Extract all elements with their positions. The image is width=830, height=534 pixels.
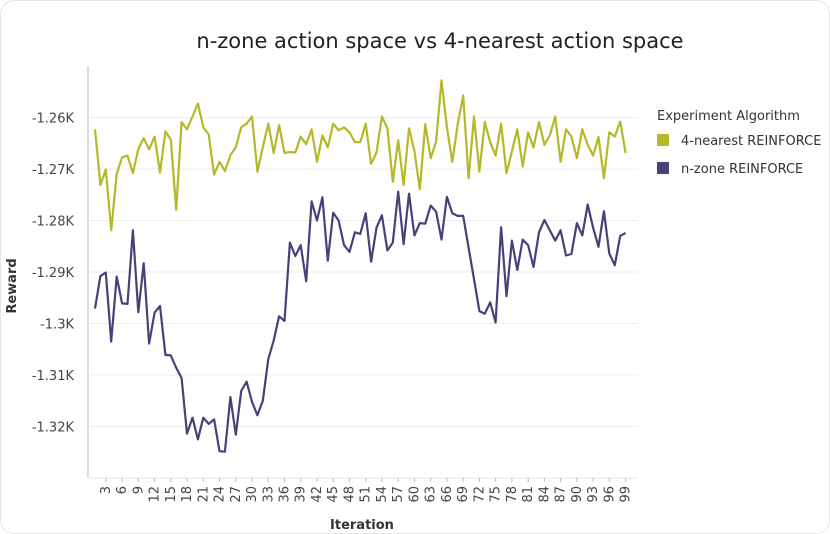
x-tick-label: 21 [196,486,211,503]
legend-swatch [657,134,669,146]
x-tick-label: 42 [310,486,325,503]
x-tick-label: 33 [261,486,276,503]
series-lines [93,79,627,453]
x-tick-label: 39 [294,486,309,503]
x-tick-label: 99 [619,486,634,503]
x-tick-label: 18 [180,486,195,503]
chart-title: n-zone action space vs 4-nearest action … [196,29,683,53]
grid [88,117,638,427]
x-tick-labels: 3 6 9 12 15 18 21 24 27 30 33 36 39 42 45 48 51 54 57 60 63 6… [99,486,634,503]
x-tick-label: 15 [164,486,179,503]
x-tick-label: 72 [472,486,487,503]
y-tick-label: -1.27K [32,163,75,178]
legend-title: Experiment Algorithm [657,109,800,124]
y-tick-label: -1.29K [32,266,75,281]
x-tick-label: 87 [554,486,569,503]
x-tick-label: 93 [586,486,601,503]
axes [87,66,638,482]
y-tick-labels: -1.26K -1.27K -1.28K -1.29K -1.3K -1.31K -1.32… [32,112,75,436]
x-axis-label: Iteration [330,518,394,533]
x-tick-label: 6 [115,486,130,494]
x-tick-label: 78 [505,486,520,503]
y-tick-label: -1.26K [32,112,75,127]
legend-item-label[interactable]: 4-nearest REINFORCE [681,134,821,149]
y-tick-label: -1.28K [32,215,75,230]
x-tick-label: 48 [342,486,357,503]
x-tick-label: 96 [602,486,617,503]
y-tick-label: -1.32K [32,421,75,436]
x-tick-label: 69 [456,486,471,503]
x-tick-label: 9 [131,486,146,494]
x-tick-label: 66 [440,486,455,503]
x-tick-label: 60 [407,486,422,503]
x-tick-label: 3 [99,486,114,494]
series-line-1 [93,79,627,232]
y-tick-label: -1.31K [32,369,75,384]
x-tick-label: 75 [489,486,504,503]
x-tick-label: 81 [521,486,536,503]
y-tick-label: -1.3K [40,318,74,333]
legend-swatch [657,162,669,174]
legend[interactable]: Experiment Algorithm 4-nearest REINFORCE… [657,109,821,177]
y-axis-label: Reward [5,258,20,313]
x-tick-label: 12 [148,486,163,503]
x-tick-label: 45 [326,486,341,503]
series-line-2 [93,190,627,453]
x-tick-label: 84 [537,486,552,503]
x-tick-label: 27 [229,486,244,503]
x-tick-label: 36 [277,486,292,503]
x-tick-label: 54 [375,486,390,503]
legend-item-label[interactable]: n-zone REINFORCE [681,162,803,177]
x-tick-label: 51 [359,486,374,503]
x-tick-label: 24 [213,486,228,503]
x-tick-label: 57 [391,486,406,503]
x-tick-label: 30 [245,486,260,503]
x-tick-label: 90 [570,486,585,503]
x-tick-label: 63 [424,486,439,503]
